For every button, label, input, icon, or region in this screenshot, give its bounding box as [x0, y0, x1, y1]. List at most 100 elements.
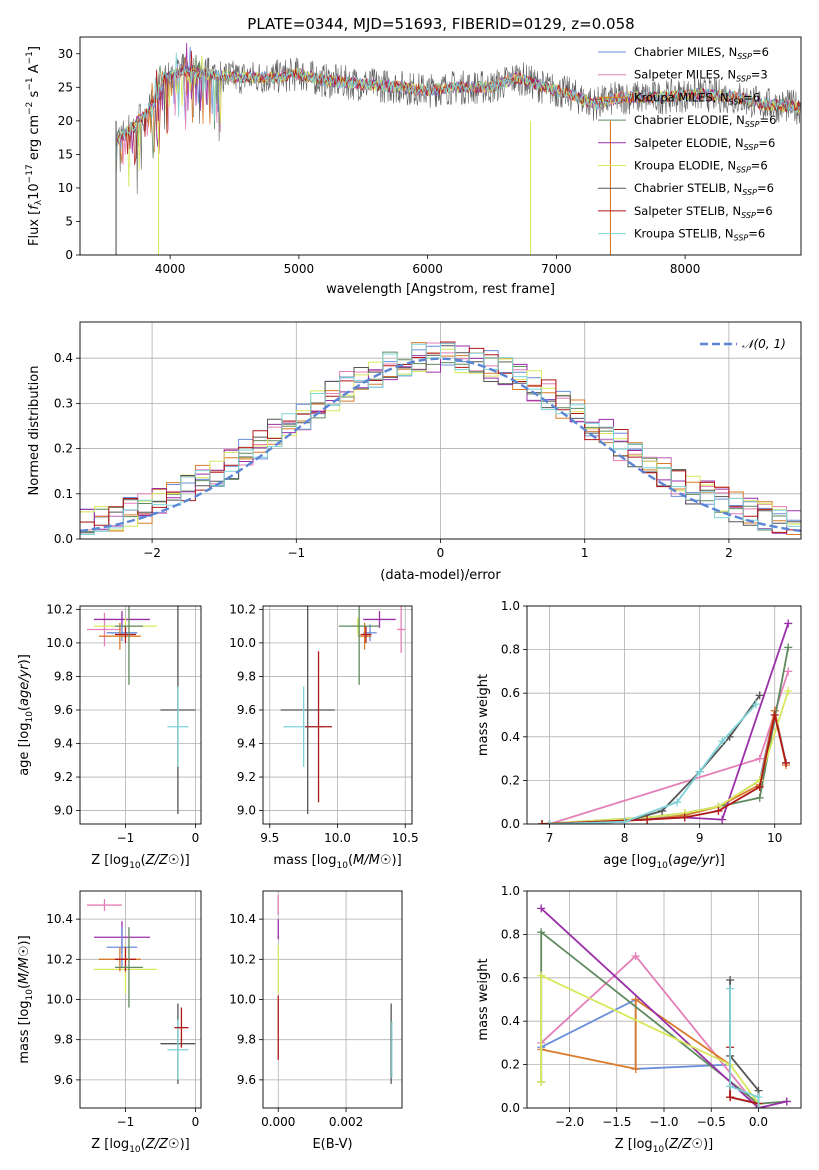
y-tick-label: 10.0 — [46, 993, 73, 1007]
weight-marker — [770, 711, 779, 719]
y-tick-label: 9.2 — [54, 770, 73, 784]
weight-marker — [784, 643, 793, 652]
x-tick-label: 9.5 — [260, 831, 279, 845]
weight-line-kroupa-miles — [541, 997, 760, 1108]
x-tick-label: 0 — [192, 831, 200, 845]
y-tick-label: 9.6 — [54, 1073, 73, 1087]
legend-suffix: =6 — [748, 227, 765, 241]
weight-line-kroupa-elodie — [541, 690, 790, 824]
weight-marker — [755, 782, 764, 791]
label-part: Z/Z☉ — [668, 1137, 703, 1152]
y-tick-label: 0.2 — [501, 1058, 520, 1072]
legend-suffix: =6 — [760, 113, 777, 127]
y-tick-label: 9.8 — [54, 669, 73, 683]
legend-sub: SSP — [744, 143, 759, 152]
legend-text: Kroupa ELODIE, N — [634, 159, 736, 173]
weight-marker — [680, 813, 689, 822]
label-part: 10 — [129, 1145, 141, 1155]
y-tick-label: 10.2 — [229, 602, 256, 616]
weight-marker — [726, 984, 735, 993]
y-tick-label: 10.4 — [46, 912, 73, 926]
legend-label: Chabrier MILES, NSSP=6 — [634, 45, 769, 61]
weight-marker — [631, 995, 640, 1004]
legend-label: Kroupa MILES, NSSP=6 — [634, 90, 760, 106]
x-axis-label: Z [log10(Z/Z☉)] — [91, 853, 189, 871]
label-part: ( — [141, 853, 146, 868]
plot-area — [86, 606, 196, 814]
weight-marker — [754, 1093, 763, 1102]
y-tick-label: 0.4 — [501, 730, 520, 744]
y-tick-label: 0.2 — [501, 773, 520, 787]
y-axis-label: age [log10(age/yr)] — [17, 654, 35, 776]
label-part: )] — [180, 853, 190, 868]
label-part: 10 — [337, 861, 349, 871]
label-part: )] — [17, 935, 32, 945]
plot-area — [277, 895, 393, 1084]
y-tick-label: 9.4 — [54, 737, 73, 751]
label-part: mass [log — [273, 853, 336, 868]
label-part: )] — [715, 853, 725, 868]
normal-curve — [80, 357, 801, 533]
plot-area — [537, 904, 791, 1108]
x-tick-label: −1 — [117, 1115, 135, 1129]
mass-vs-metallicity-panel: −1 09.69.810.010.210.4Z [log10(Z/Z☉)]mass… — [17, 890, 202, 1155]
axes-frame — [79, 890, 202, 1109]
spectrum-panel: 4000 5000 6000 7000 8000 0 5 10 15 20 25 30 waveleng… — [25, 36, 802, 297]
axes-frame — [79, 36, 802, 256]
label-part: 10 — [656, 861, 668, 871]
label-part: ( — [668, 853, 673, 868]
weight-line-kroupa-stelib — [729, 988, 760, 1108]
label-part: M/M☉ — [353, 853, 391, 868]
y-tick-label: 10.2 — [229, 952, 256, 966]
weight-marker — [631, 952, 640, 961]
weight-marker — [537, 928, 546, 937]
label-part: age [log — [17, 723, 32, 776]
y-tick-label: 15 — [58, 147, 73, 161]
weight-marker — [695, 767, 704, 776]
y-axis-label: mass weight — [476, 958, 491, 1040]
y-tick-label: 0 — [65, 248, 73, 262]
legend-text: Chabrier ELODIE, N — [634, 113, 745, 127]
x-tick-label: 0.0 — [749, 1115, 768, 1129]
y-tick-label: 0.0 — [54, 532, 73, 546]
weight-marker — [784, 619, 793, 628]
y-tick-label: 1.0 — [501, 599, 520, 613]
label-part: 10 — [25, 989, 35, 1001]
axes-frame — [262, 605, 413, 825]
x-axis-label: Z [log10(Z/Z☉)] — [615, 1137, 713, 1155]
weight-marker — [784, 667, 793, 676]
x-tick-label: 10 — [767, 831, 782, 845]
plot-area — [80, 341, 801, 535]
x-tick-label: −1 — [287, 546, 305, 560]
legend-suffix: =6 — [756, 204, 773, 218]
label-part: 10 — [25, 711, 35, 723]
x-tick-label: −2 — [143, 546, 161, 560]
weight-marker — [726, 1093, 735, 1102]
x-axis-label: E(B-V) — [312, 1137, 352, 1152]
x-tick-label: −2.0 — [555, 1115, 584, 1129]
x-tick-label: 0 — [437, 546, 445, 560]
x-tick-label: 7 — [546, 831, 554, 845]
x-tick-label: 9 — [696, 831, 704, 845]
label-part: Z [log — [91, 1137, 129, 1152]
y-tick-label: 1.0 — [501, 884, 520, 898]
legend-sub: SSP — [745, 120, 760, 129]
plot-area — [538, 619, 793, 824]
y-tick-label: 0.6 — [501, 971, 520, 985]
y-tick-label: 25 — [58, 80, 73, 94]
weight-line-chabrier-miles — [540, 998, 760, 1108]
label-part: age/yr — [17, 663, 32, 706]
label-part: ( — [17, 706, 32, 711]
y-tick-label: 9.0 — [237, 804, 256, 818]
y-tick-label: 9.6 — [237, 703, 256, 717]
x-tick-label: 5000 — [284, 262, 315, 276]
x-tick-label: −1.5 — [602, 1115, 631, 1129]
spectrum-line-salpeter-stelib — [115, 50, 801, 165]
x-tick-label: −0.5 — [697, 1115, 726, 1129]
legend-label: Chabrier STELIB, NSSP=6 — [634, 181, 774, 197]
y-tick-label: 30 — [58, 47, 73, 61]
axes-frame — [262, 890, 403, 1109]
y-tick-label: 9.8 — [54, 1033, 73, 1047]
y-tick-label: 9.6 — [54, 703, 73, 717]
